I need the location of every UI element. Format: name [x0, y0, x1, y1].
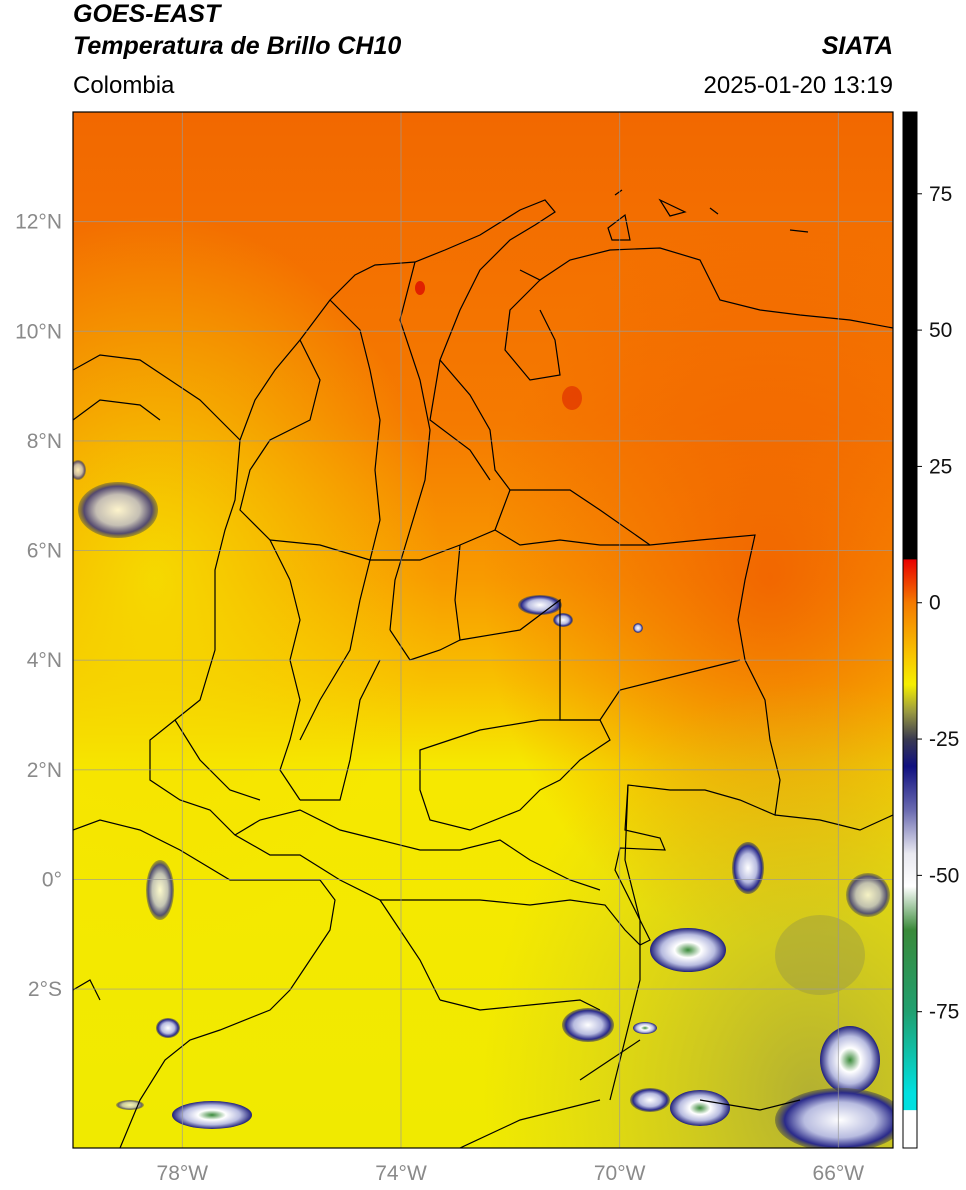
lat-tick-label: 2°N: [27, 759, 62, 782]
colorbar-tick-label: -25: [929, 728, 959, 751]
region-label: Colombia: [73, 72, 175, 99]
lon-tick-label: 74°W: [375, 1162, 427, 1185]
lat-tick-label: 2°S: [28, 978, 62, 1001]
lon-tick-label: 78°W: [157, 1162, 209, 1185]
cold-cloud-tops: [73, 281, 893, 1148]
lat-tick-label: 0°: [42, 868, 62, 891]
brightness-temperature-field: [73, 112, 893, 1148]
colorbar-tick-label: -75: [929, 1001, 959, 1024]
lat-tick-label: 12°N: [15, 211, 62, 234]
colorbar-tick-label: 0: [929, 592, 941, 615]
datetime-label: 2025-01-20 13:19: [703, 72, 894, 99]
country-borders: [73, 189, 893, 1148]
longitude-labels: 78°W 74°W 70°W 66°W: [157, 1162, 865, 1185]
lat-tick-label: 10°N: [15, 320, 62, 343]
colorbar-ticks: 75 50 25 0 -25 -50 -75: [917, 183, 959, 1024]
satellite-title: GOES-EAST: [73, 0, 221, 28]
colorbar-tick-label: -50: [929, 864, 959, 887]
graticule: [73, 112, 893, 1148]
lon-tick-label: 66°W: [813, 1162, 865, 1185]
latitude-labels: 12°N 10°N 8°N 6°N 4°N 2°N 0° 2°S: [15, 211, 62, 1001]
colorbar-tick-label: 25: [929, 455, 952, 478]
map-frame: [72, 111, 894, 1149]
lat-tick-label: 8°N: [27, 430, 62, 453]
agency-label: SIATA: [821, 32, 893, 60]
lon-tick-label: 70°W: [594, 1162, 646, 1185]
colorbar: 75 50 25 0 -25 -50 -75: [902, 111, 959, 1149]
lat-tick-label: 4°N: [27, 649, 62, 672]
colorbar-tick-label: 50: [929, 319, 952, 342]
lat-tick-label: 6°N: [27, 540, 62, 563]
product-title: Temperatura de Brillo CH10: [73, 32, 402, 60]
colorbar-ramp: [902, 111, 918, 1149]
colorbar-tick-label: 75: [929, 183, 952, 206]
